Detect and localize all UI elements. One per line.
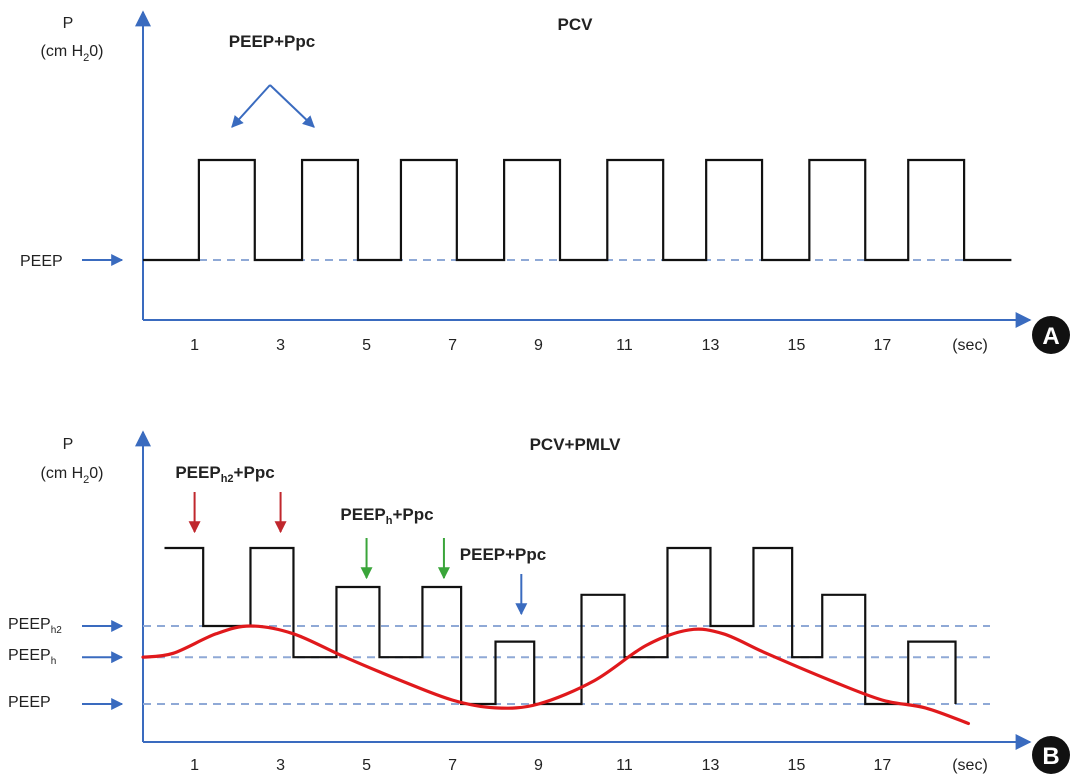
panel-a-x-tick: 13: [702, 337, 720, 354]
panel-b-baseline-label: PEEP: [8, 694, 51, 711]
panel-b-x-unit: (sec): [952, 757, 988, 774]
panel-b-x-tick: 11: [616, 757, 633, 774]
panel-b-annotation: PEEPh+Ppc: [340, 505, 433, 527]
panel-b-pmlv-curve: [141, 624, 971, 726]
panel-b-baseline-label: PEEPh: [8, 647, 56, 667]
panel-b-annotation: PEEPh2+Ppc: [175, 463, 274, 485]
panel-b-x-tick: 17: [874, 757, 892, 774]
annotation-arrow-left: [231, 84, 271, 128]
panel-a-x-tick: 5: [362, 337, 371, 354]
panel-b-x-tick: 1: [190, 757, 199, 774]
panel-a-x-tick: 1: [190, 337, 199, 354]
panel-a-title: PCV: [558, 15, 594, 34]
panel-b-ylabel-p: P: [63, 436, 74, 453]
panel-b-badge: B: [1032, 736, 1070, 774]
panel-b-ylabel-unit: (cm H20): [40, 465, 103, 486]
panel-a-x-tick: 17: [874, 337, 892, 354]
panel-a-pressure-trace: [143, 158, 1012, 262]
panel-a-badge: A: [1032, 316, 1070, 354]
panel-a-x-unit: (sec): [952, 337, 988, 354]
panel-b-annotation: PEEP+Ppc: [460, 545, 546, 564]
panel-a: PCV P (cm H20) PEEP+Ppc 1 3 5 7 9 11 13 15 17PEE…: [20, 10, 1070, 354]
panel-a-x-tick: 9: [534, 337, 543, 354]
panel-b-pressure-trace: [164, 546, 957, 706]
svg-text:B: B: [1042, 743, 1059, 770]
panel-b-x-tick: 5: [362, 757, 371, 774]
panel-b-x-tick: 13: [702, 757, 720, 774]
panel-a-x-tick: 15: [788, 337, 806, 354]
panel-b: PCV+PMLV P (cm H20) 1 3 5 7 9 11 13 15 17PEEPh2P…: [8, 430, 1070, 774]
panel-b-baseline-label: PEEPh2: [8, 616, 62, 636]
panel-a-x-tick: 3: [276, 337, 285, 354]
panel-a-x-tick: 11: [616, 337, 633, 354]
svg-text:A: A: [1042, 323, 1059, 350]
panel-b-title: PCV+PMLV: [530, 435, 622, 454]
panel-b-x-tick: 9: [534, 757, 543, 774]
annotation-arrow-right: [269, 84, 315, 128]
panel-a-x-tick: 7: [448, 337, 457, 354]
panel-a-baseline-label: PEEP: [20, 253, 63, 270]
panel-b-x-tick: 3: [276, 757, 285, 774]
panel-b-x-tick: 15: [788, 757, 806, 774]
panel-a-ylabel-unit: (cm H20): [40, 43, 103, 64]
panel-a-ylabel-p: P: [63, 15, 74, 32]
panel-b-x-tick: 7: [448, 757, 457, 774]
panel-a-annotation: PEEP+Ppc: [229, 32, 315, 51]
